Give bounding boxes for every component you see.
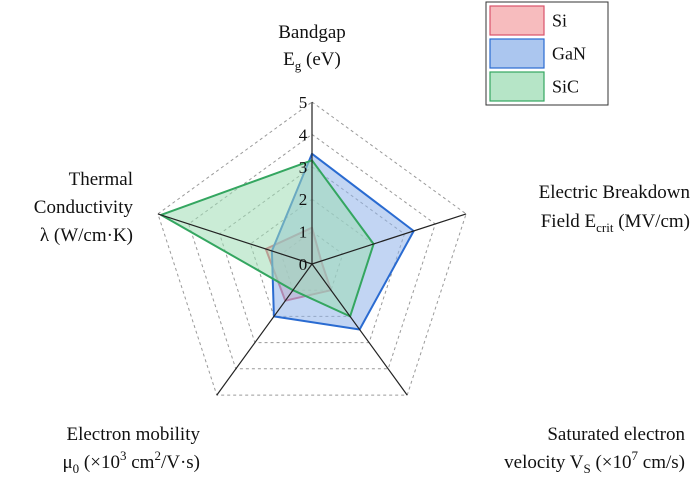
legend-label-si: Si [552,11,567,31]
axis-label-5-line-1: Thermal [69,169,133,190]
spoke-layer [157,102,467,396]
grid-ring-4 [188,133,436,370]
radial-tick-label-5: 5 [299,93,308,112]
radial-tick-label-1: 1 [299,223,308,242]
axis-label-2: Electric Breakdown Field Ecrit​ (MV/cm) [539,182,691,235]
axis-label-1-line-2: Eg​ (eV) [283,49,341,73]
legend-swatch-gan [489,38,545,69]
axis-label-2-line-1: Electric Breakdown [539,182,691,203]
legend-label-gan: GaN [552,44,586,64]
legend-label-sic: SiC [552,77,579,97]
radial-tick-label-0: 0 [299,255,308,274]
axis-label-4-line-2: μ0​ (×103​ cm2​/V·s) [62,448,200,476]
axis-label-5-line-2: Conductivity [34,197,134,218]
axis-spoke-4 [216,263,313,396]
axis-label-2-line-2: Field Ecrit​ (MV/cm) [541,211,690,235]
legend: Si GaN SiC [485,1,609,106]
axis-label-1-line-1: Bandgap [278,22,346,43]
legend-swatch-sic [489,71,545,102]
radial-tick-label-3: 3 [299,158,308,177]
axis-label-1: Bandgap Eg​ (eV) [278,22,346,73]
radial-tick-label-4: 4 [299,125,308,144]
axis-label-4-line-1: Electron mobility [66,424,200,445]
axis-label-3: Saturated electron velocity VS​ (×107​ cm… [504,424,685,476]
legend-swatch-si [489,5,545,36]
axis-label-3-line-1: Saturated electron [547,424,685,445]
axis-label-5-line-3: λ (W/cm·K) [40,225,133,246]
series-sic-area [160,159,375,318]
axis-label-3-line-2: velocity VS​ (×107​ cm/s) [504,448,685,476]
axis-spoke-2 [311,213,467,265]
axis-label-5: Thermal Conductivity λ (W/cm·K) [34,169,134,246]
axis-spoke-5 [157,213,313,265]
axis-spoke-3 [311,263,408,396]
radial-tick-label-2: 2 [299,190,308,209]
axis-label-4: Electron mobility μ0​ (×103​ cm2​/V·s) [62,424,200,476]
axis-label-layer: Bandgap Eg​ (eV) Electric Breakdown Field E… [34,22,691,476]
series-layer [160,152,415,331]
tick-layer: 0 1 2 3 4 5 [299,93,308,274]
grid-ring-5 [157,101,467,396]
